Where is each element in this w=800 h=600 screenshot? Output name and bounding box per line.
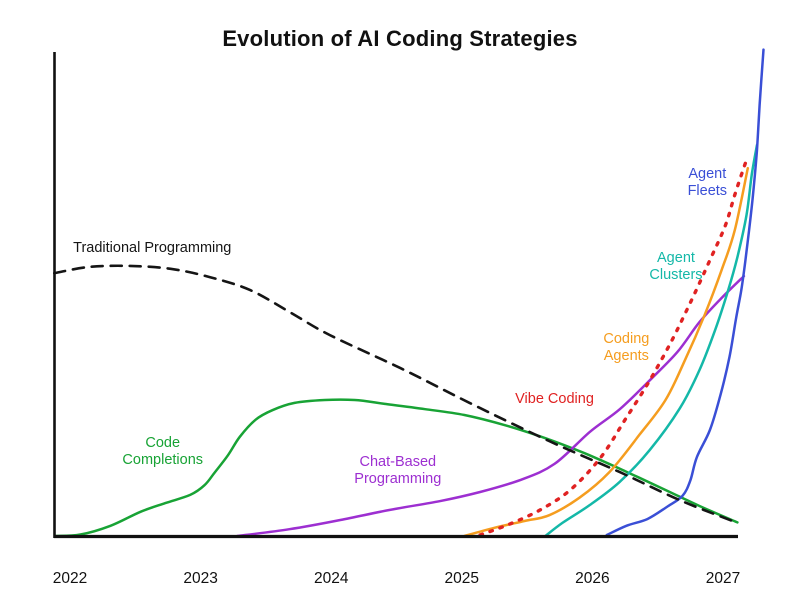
x-tick-2022: 2022 [53, 570, 87, 587]
coding-agents-label-line-1: Coding [603, 331, 649, 347]
coding-agents-label-line-2: Agents [604, 348, 649, 364]
agent-clusters-curve [544, 143, 759, 538]
chat-based-programming-label-line-2: Programming [354, 471, 441, 487]
agent-clusters-label-line-2: Clusters [649, 267, 702, 283]
traditional-programming-label: Traditional Programming [73, 240, 231, 256]
curve-lines [53, 48, 765, 538]
coding-agents-label: Coding Agents [603, 331, 649, 364]
code-completions-curve [54, 398, 739, 538]
agent-fleets-label-line-2: Fleets [688, 183, 728, 199]
axes [53, 52, 738, 539]
x-tick-2027: 2027 [706, 570, 740, 587]
vibe-coding-label-line-1: Vibe Coding [515, 391, 594, 407]
agent-fleets-curve [605, 48, 765, 537]
agent-fleets-label: Agent Fleets [688, 166, 728, 199]
code-completions-label-line-1: Code [145, 435, 180, 451]
x-tick-2026: 2026 [575, 570, 609, 587]
x-tick-2024: 2024 [314, 570, 349, 587]
traditional-programming-label-line-1: Traditional Programming [73, 240, 231, 256]
vibe-coding-label: Vibe Coding [515, 391, 594, 407]
agent-clusters-label-line-1: Agent [657, 250, 695, 266]
x-tick-2025: 2025 [445, 570, 479, 587]
x-tick-2023: 2023 [183, 570, 217, 587]
vibe-coding-curve [478, 158, 749, 537]
curve-labels: Code Completions Chat-Based Programming Codi… [73, 166, 727, 487]
chart-title: Evolution of AI Coding Strategies [222, 26, 578, 51]
traditional-programming-curve [53, 264, 739, 525]
coding-agents-curve [463, 166, 750, 538]
chat-based-programming-label: Chat-Based Programming [354, 454, 441, 487]
chat-based-programming-curve [235, 274, 746, 538]
code-completions-label-line-2: Completions [122, 452, 203, 468]
code-completions-label: Code Completions [122, 435, 203, 468]
x-axis-tick-labels: 2022 2023 2024 2025 2026 2027 [53, 570, 740, 587]
chat-based-programming-label-line-1: Chat-Based [360, 454, 437, 470]
agent-fleets-label-line-1: Agent [688, 166, 726, 182]
agent-clusters-label: Agent Clusters [649, 250, 702, 283]
